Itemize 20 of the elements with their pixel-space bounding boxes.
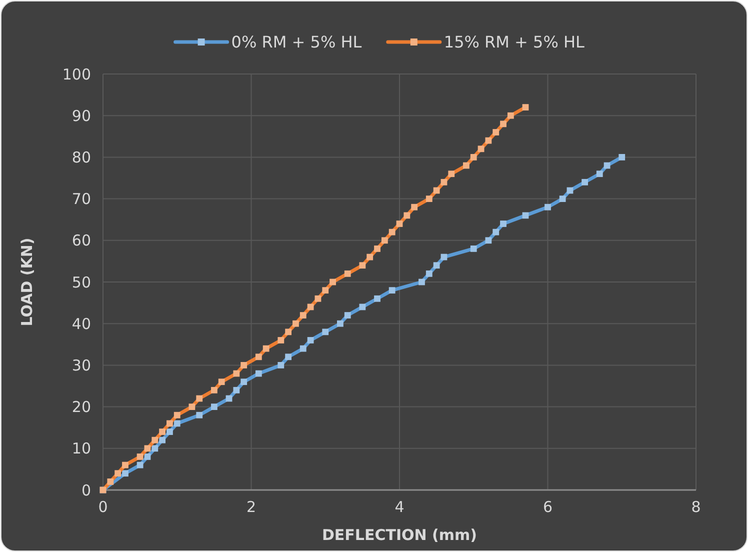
y-tick-label: 10 (72, 440, 91, 458)
legend-label: 15% RM + 5% HL (444, 32, 585, 52)
y-tick-label: 30 (72, 356, 91, 374)
y-tick-label: 40 (72, 314, 91, 333)
y-axis-title: LOAD (KN) (18, 238, 36, 326)
x-tick-label: 4 (394, 498, 404, 516)
x-axis-title: DEFLECTION (mm) (322, 526, 478, 544)
y-tick-label: 50 (72, 273, 91, 292)
x-tick-label: 0 (98, 498, 108, 516)
y-tick-label: 90 (72, 106, 91, 125)
x-tick-label: 6 (542, 498, 553, 516)
y-tick-label: 0 (81, 481, 91, 500)
y-tick-label: 20 (72, 398, 91, 416)
x-tick-label: 8 (691, 498, 701, 516)
y-tick-label: 100 (62, 65, 91, 84)
legend-label: 0% RM + 5% HL (231, 32, 362, 52)
x-tick-label: 2 (246, 498, 256, 516)
y-tick-label: 80 (72, 148, 91, 166)
y-tick-label: 60 (72, 232, 91, 250)
y-tick-label: 70 (72, 190, 91, 208)
